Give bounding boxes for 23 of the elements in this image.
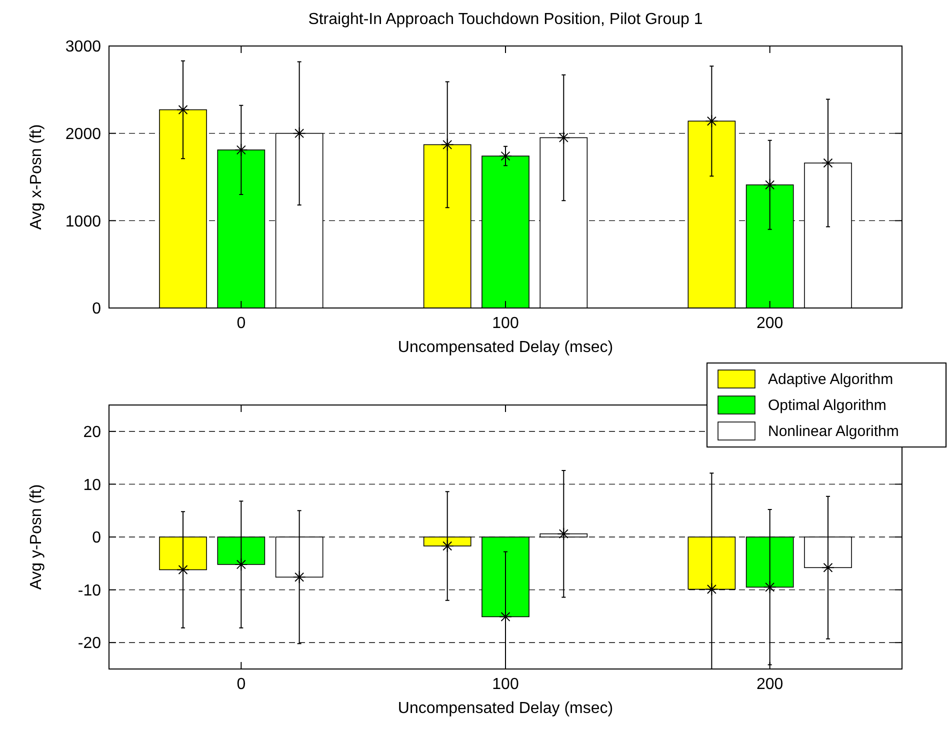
x-tick-label: 0 — [236, 676, 246, 693]
y-tick-label: 3000 — [65, 38, 102, 56]
y-axis-title: Avg y-Posn (ft) — [28, 484, 45, 590]
legend-label: Optimal Algorithm — [768, 397, 886, 414]
x-tick-label: 100 — [492, 676, 519, 693]
legend-label: Adaptive Algorithm — [768, 371, 894, 388]
y-tick-label: 1000 — [65, 213, 102, 230]
x-tick-label: 200 — [756, 676, 784, 693]
x-tick-label: 200 — [756, 315, 784, 332]
y-tick-label: 2000 — [65, 126, 102, 143]
y-axis-title: Avg x-Posn (ft) — [28, 124, 45, 230]
y-tick-label: 0 — [92, 530, 102, 547]
x-axis-title: Uncompensated Delay (msec) — [398, 700, 614, 717]
x-axis-title: Uncompensated Delay (msec) — [398, 339, 614, 356]
y-tick-label: 10 — [83, 476, 102, 494]
x-tick-label: 100 — [492, 315, 519, 332]
y-tick-label: 20 — [83, 424, 102, 441]
x-tick-label: 0 — [236, 315, 246, 332]
y-tick-label: -10 — [78, 582, 102, 600]
legend-label: Nonlinear Algorithm — [768, 423, 899, 440]
chart-title: Straight-In Approach Touchdown Position, Pilot Group 1 — [308, 11, 703, 28]
y-tick-label: 0 — [92, 300, 102, 318]
y-tick-label: -20 — [78, 635, 102, 652]
